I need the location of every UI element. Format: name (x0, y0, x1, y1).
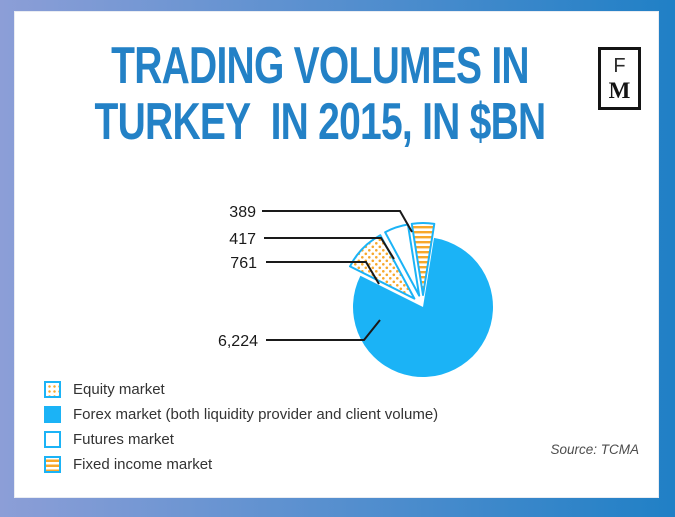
value-label-futures: 417 (229, 231, 256, 248)
value-labels: 389 417 761 6,224 (218, 204, 258, 350)
legend-label-forex: Forex market (both liquidity provider an… (73, 406, 439, 423)
pie-slice-equity (349, 234, 416, 300)
legend-item-equity: Equity market (44, 381, 438, 398)
chart-legend: Equity market Forex market (both liquidi… (44, 381, 438, 473)
title-line-1: TRADING VOLUMES IN (111, 37, 529, 95)
legend-item-futures: Futures market (44, 431, 438, 448)
value-label-forex: 6,224 (218, 333, 258, 350)
leader-line-equity (266, 261, 380, 285)
legend-swatch-solid-icon (44, 406, 61, 423)
legend-swatch-stripes-icon (44, 456, 61, 473)
legend-swatch-plain-icon (44, 431, 61, 448)
legend-item-forex: Forex market (both liquidity provider an… (44, 406, 438, 423)
fm-logo: F M (598, 47, 641, 110)
title-line-2: TURKEY IN 2015, IN $BN (94, 93, 547, 151)
pie-slice-fixed-income (410, 222, 436, 296)
leader-line-fixed-income (262, 210, 413, 233)
infographic-card: TRADING VOLUMES IN TURKEY IN 2015, IN $B… (14, 11, 659, 498)
leader-line-futures (264, 237, 395, 260)
pie-slice-forex (352, 237, 493, 378)
legend-label-fixed-income: Fixed income market (73, 456, 213, 473)
leader-line-forex (266, 319, 381, 341)
value-label-equity: 761 (230, 255, 257, 272)
pie-slices (349, 222, 493, 378)
leader-lines (262, 210, 413, 341)
logo-letter-m: M (608, 78, 631, 103)
pie-chart: 389 417 761 6,224 (218, 204, 493, 378)
page-title: TRADING VOLUMES IN TURKEY IN 2015, IN $B… (14, 38, 626, 150)
legend-item-fixed-income: Fixed income market (44, 456, 438, 473)
value-label-fixed-income: 389 (229, 204, 256, 221)
source-credit: Source: TCMA (550, 442, 639, 457)
legend-label-futures: Futures market (73, 431, 174, 448)
logo-letter-f: F (613, 55, 626, 77)
legend-label-equity: Equity market (73, 381, 165, 398)
legend-swatch-dots-icon (44, 381, 61, 398)
